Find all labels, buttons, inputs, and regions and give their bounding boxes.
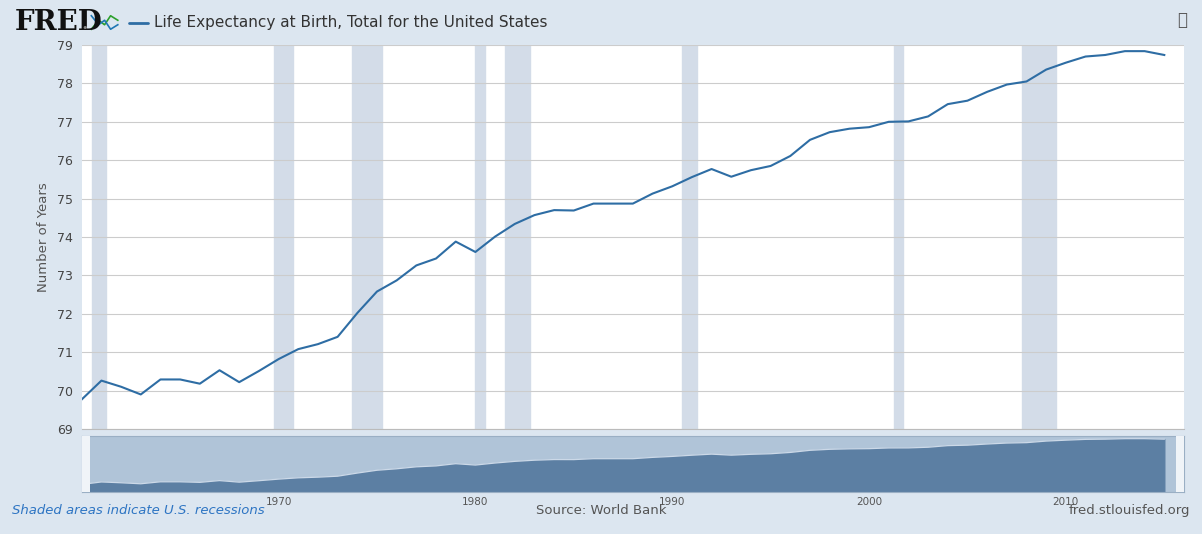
Text: ⤢: ⤢	[1178, 11, 1188, 29]
Text: Source: World Bank: Source: World Bank	[536, 505, 666, 517]
Text: Shaded areas indicate U.S. recessions: Shaded areas indicate U.S. recessions	[12, 505, 264, 517]
Bar	[1176, 431, 1184, 492]
Bar	[505, 45, 530, 429]
Bar	[682, 45, 697, 429]
Bar	[82, 431, 90, 492]
Bar	[893, 45, 904, 429]
Text: •: •	[82, 23, 88, 33]
Bar	[352, 45, 382, 429]
Bar	[274, 45, 293, 429]
Bar	[475, 45, 486, 429]
Text: FRED: FRED	[14, 9, 102, 36]
Text: Life Expectancy at Birth, Total for the United States: Life Expectancy at Birth, Total for the …	[154, 15, 547, 30]
Bar	[91, 45, 106, 429]
Text: fred.stlouisfed.org: fred.stlouisfed.org	[1069, 505, 1190, 517]
Y-axis label: Number of Years: Number of Years	[37, 182, 49, 292]
Bar	[1022, 45, 1057, 429]
